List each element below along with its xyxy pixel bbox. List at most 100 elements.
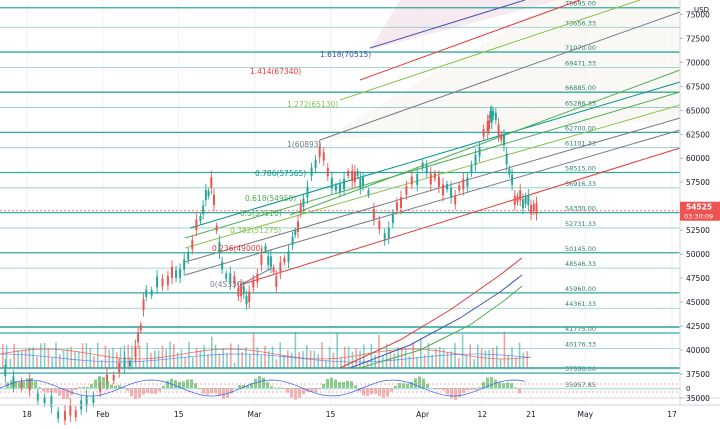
volume-bar: [435, 349, 437, 368]
candle-body: [354, 172, 356, 183]
volume-bar: [416, 357, 418, 368]
volume-bar: [485, 350, 487, 368]
volume-bar: [238, 344, 240, 368]
oscillator-bar: [334, 380, 337, 388]
oscillator-bar: [142, 388, 145, 395]
volume-bar: [428, 343, 430, 368]
oscillator-bar: [406, 384, 409, 388]
oscillator-bar: [194, 383, 197, 388]
fib-level-label: 0.382(51275): [230, 226, 281, 235]
oscillator-bar: [482, 382, 485, 388]
oscillator-bar: [98, 376, 101, 388]
volume-bar: [108, 350, 110, 368]
volume-bar: [325, 360, 327, 368]
oscillator-bar: [106, 381, 109, 388]
oscillator-bar: [474, 388, 477, 390]
oscillator-bar: [110, 385, 113, 388]
candle-body: [92, 396, 94, 403]
oscillator-bar: [278, 387, 281, 388]
oscillator-bar: [58, 388, 61, 396]
volume-bar: [219, 353, 221, 368]
oscillator-bar: [282, 388, 285, 389]
volume-bar: [336, 333, 338, 368]
fib-level-label: 0.786(57565): [255, 169, 306, 178]
oscillator-bar: [114, 386, 117, 388]
oscillator-bar: [514, 387, 517, 388]
price-tick-label: 40000: [686, 346, 710, 355]
candle-body: [470, 165, 472, 172]
oscillator-bar: [422, 379, 425, 388]
price-tick-label: 35000: [686, 394, 710, 403]
oscillator-bar: [386, 388, 389, 397]
price-tick-label: 67500: [686, 82, 710, 91]
price-tick-label: 65000: [686, 106, 710, 115]
price-tick-label: 42500: [686, 322, 710, 331]
oscillator-bar: [442, 388, 445, 390]
oscillator-bar: [82, 387, 85, 388]
oscillator-bar: [346, 381, 349, 388]
volume-bar: [317, 354, 319, 368]
volume-bar: [333, 353, 335, 368]
volume-bar: [10, 359, 12, 368]
volume-bar: [112, 348, 114, 368]
volume-bar: [131, 345, 133, 368]
oscillator-bar: [390, 388, 393, 392]
oscillator-bar: [322, 384, 325, 388]
volume-bar: [276, 359, 278, 368]
horizontal-level-label: 62700.00: [565, 124, 596, 132]
oscillator-bar: [286, 388, 289, 393]
oscillator-bar: [466, 388, 469, 390]
volume-bar: [203, 345, 205, 368]
volume-bar: [405, 348, 407, 368]
volume-bar: [25, 349, 27, 368]
oscillator-bar: [506, 382, 509, 388]
volume-bar: [13, 344, 15, 368]
volume-bar: [298, 352, 300, 368]
volume-bar: [32, 347, 34, 368]
volume-bar: [504, 332, 506, 368]
volume-bar: [386, 344, 388, 368]
oscillator-bar: [46, 388, 49, 393]
volume-bar: [450, 351, 452, 368]
volume-bar: [82, 343, 84, 368]
candle-body: [57, 411, 59, 418]
price-tick-label: 62500: [686, 130, 710, 139]
oscillator-bar: [290, 388, 293, 398]
oscillator-bar: [294, 388, 297, 400]
volume-bar: [192, 357, 194, 368]
time-tick-label: 17: [667, 410, 677, 419]
oscillator-bar: [158, 388, 161, 391]
oscillator-bar: [38, 387, 41, 388]
price-tick-label: 47500: [686, 274, 710, 283]
volume-bar: [260, 355, 262, 368]
oscillator-bar: [30, 378, 33, 388]
oscillator-bar: [78, 387, 81, 388]
horizontal-level-label: 50145.00: [565, 245, 596, 253]
volume-bar: [241, 352, 243, 368]
oscillator-bar: [174, 380, 177, 388]
volume-bar: [507, 355, 509, 368]
horizontal-level-label: 65286.33: [565, 100, 596, 108]
volume-bar: [291, 353, 293, 368]
oscillator-bar: [402, 383, 405, 388]
oscillator-bar: [170, 379, 173, 388]
oscillator-bar: [50, 388, 53, 392]
volume-bar: [393, 353, 395, 368]
oscillator-bar: [198, 388, 201, 389]
volume-bar: [447, 352, 449, 368]
oscillator-bar: [270, 386, 273, 388]
oscillator-bar: [498, 383, 501, 388]
oscillator-bar: [54, 388, 57, 393]
horizontal-level-label: 58515.00: [565, 164, 596, 172]
oscillator-bar: [134, 388, 137, 399]
volume-bar: [139, 346, 141, 368]
horizontal-level-label: 45960.00: [565, 285, 596, 293]
candle-body: [517, 196, 519, 202]
volume-bar: [196, 348, 198, 368]
time-tick-label: Apr: [416, 410, 430, 419]
oscillator-bar: [378, 388, 381, 396]
last-price-value: 54525: [686, 203, 712, 212]
volume-bar: [184, 357, 186, 368]
volume-bar: [264, 346, 266, 368]
